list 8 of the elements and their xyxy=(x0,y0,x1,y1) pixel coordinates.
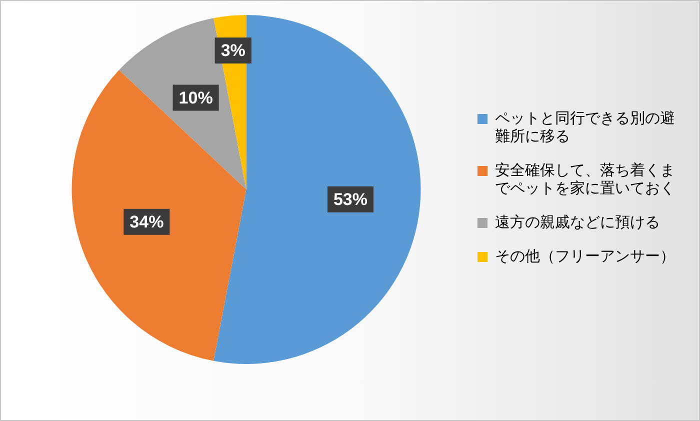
legend-label: その他（フリーアンサー） xyxy=(495,248,675,266)
data-label: 10% xyxy=(178,88,213,108)
data-label: 34% xyxy=(130,212,164,232)
data-label: 3% xyxy=(220,41,246,60)
legend-label: 安全確保して、落ち着くまでペットを家に置いておく xyxy=(495,162,675,198)
legend-label: 遠方の親戚などに預ける xyxy=(495,214,660,232)
legend-label: ペットと同行できる別の避難所に移る xyxy=(495,110,675,146)
data-label: 53% xyxy=(333,190,368,210)
